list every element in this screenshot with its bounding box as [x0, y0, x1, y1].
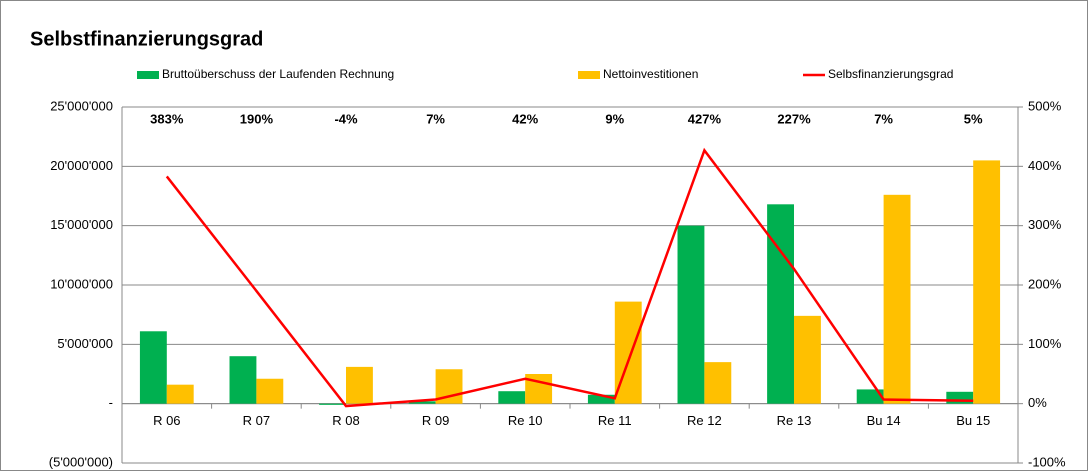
y2-tick-label: -100%: [1028, 454, 1066, 469]
x-tick-label: Re 11: [598, 413, 632, 428]
bar: [319, 403, 346, 405]
bar: [139, 331, 167, 404]
bar: [883, 194, 911, 404]
legend-swatch: [578, 71, 600, 79]
y-tick-label: (5'000'000): [49, 454, 113, 469]
bar: [973, 160, 1001, 404]
line-series: [165, 147, 974, 408]
legend-swatch: [137, 71, 159, 79]
value-label: 7%: [426, 111, 445, 126]
bar: [767, 204, 794, 404]
bar: [587, 394, 615, 404]
y-tick-label: -: [109, 395, 113, 410]
y2-tick-label: 200%: [1028, 276, 1062, 291]
y2-tick-label: 100%: [1028, 336, 1062, 351]
bar: [856, 389, 884, 404]
bar: [946, 391, 974, 404]
bar: [408, 401, 436, 404]
value-label: 427%: [688, 111, 722, 126]
value-label: 190%: [240, 111, 274, 126]
x-tick-label: Re 13: [777, 413, 812, 428]
value-label: 9%: [605, 111, 624, 126]
bar: [677, 225, 705, 404]
value-label: 7%: [874, 111, 893, 126]
value-label: 383%: [150, 111, 184, 126]
x-tick-label: Bu 15: [956, 413, 990, 428]
y-tick-label: 15'000'000: [50, 217, 113, 232]
y-tick-label: 10'000'000: [50, 276, 113, 291]
y2-tick-label: 400%: [1028, 158, 1062, 173]
chart-title: Selbstfinanzierungsgrad: [30, 28, 263, 50]
legend-label: Nettoinvestitionen: [603, 67, 698, 81]
bar: [346, 366, 373, 404]
y-tick-label: 25'000'000: [50, 98, 113, 113]
x-tick-label: Re 12: [687, 413, 722, 428]
y-tick-label: 5'000'000: [57, 336, 113, 351]
x-tick-label: R 09: [422, 413, 449, 428]
legend-label: Selbsfinanzierungsgrad: [828, 67, 953, 81]
bar: [704, 362, 732, 404]
x-tick-label: Bu 14: [867, 413, 901, 428]
bar: [256, 378, 284, 404]
value-label: -4%: [334, 111, 358, 126]
y2-tick-label: 300%: [1028, 217, 1062, 232]
bar: [498, 391, 526, 404]
value-label: 42%: [512, 111, 538, 126]
value-label: 227%: [777, 111, 811, 126]
legend-label: Bruttoüberschuss der Laufenden Rechnung: [162, 67, 394, 81]
x-tick-label: Re 10: [508, 413, 543, 428]
bar: [229, 356, 257, 404]
y-tick-label: 20'000'000: [50, 158, 113, 173]
x-tick-label: R 06: [153, 413, 180, 428]
value-label: 5%: [964, 111, 983, 126]
x-tick-label: R 07: [243, 413, 270, 428]
y2-tick-label: 0%: [1028, 395, 1047, 410]
x-tick-label: R 08: [332, 413, 359, 428]
bar: [794, 315, 821, 404]
bar: [166, 384, 194, 404]
y2-tick-label: 500%: [1028, 98, 1062, 113]
